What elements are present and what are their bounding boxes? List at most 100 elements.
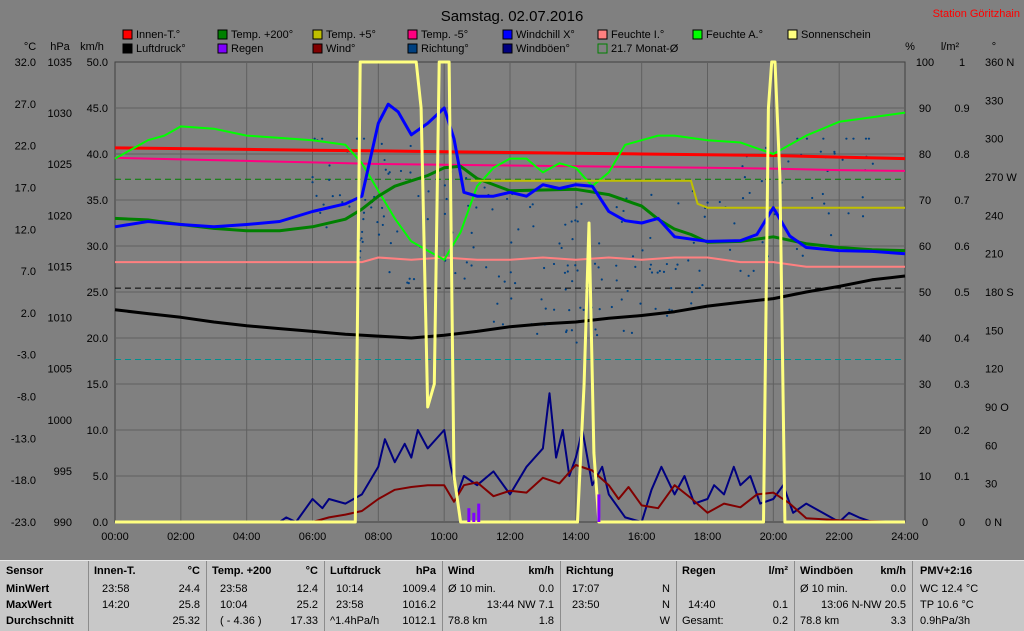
direction-dot <box>382 215 385 218</box>
legend-swatch <box>597 43 608 54</box>
legend-swatch <box>597 29 608 40</box>
series-temp-5 <box>470 179 905 209</box>
stats-pmv-title: PMV+2:16 <box>920 565 973 577</box>
direction-dot <box>570 220 573 223</box>
direction-dot <box>662 270 666 273</box>
direction-dot <box>703 215 706 218</box>
stats-boeen-col: Windböen km/h Ø 10 min. 0.0 13:06 N-NW 2… <box>794 561 913 631</box>
direction-dot <box>576 220 579 223</box>
stats-sensor-title: Sensor <box>6 565 44 577</box>
tick-percent: 80 <box>919 149 931 161</box>
legend-item: Richtung° <box>407 43 469 55</box>
tick-degrees: 330 <box>985 95 1003 107</box>
tick-x: 22:00 <box>825 531 853 543</box>
series-temp-5 <box>114 156 906 172</box>
tick-hpa: 1030 <box>48 108 72 120</box>
legend-label: Richtung° <box>421 43 469 55</box>
tick-x: 00:00 <box>101 531 129 543</box>
direction-dot <box>620 298 623 301</box>
legend-label: Wind° <box>326 43 355 55</box>
tick-kmh: 45.0 <box>87 103 108 115</box>
legend-label: Temp. +5° <box>326 29 376 41</box>
direction-dot <box>747 274 750 277</box>
stats-innen-min-time: 23:58 <box>102 583 130 595</box>
tick-degrees: 90 O <box>985 402 1009 414</box>
legend-label: Windböen° <box>516 43 570 55</box>
stats-boeen-10min-label: Ø 10 min. <box>800 583 848 595</box>
direction-dot <box>544 307 547 310</box>
stats-druck-title: Luftdruck <box>330 565 381 577</box>
stats-regen-total-val: 0.2 <box>772 615 788 627</box>
direction-dot <box>706 201 709 204</box>
direction-dot <box>364 198 367 202</box>
tick-hpa: 1000 <box>48 415 72 427</box>
tick-lm2: 0.2 <box>954 425 969 437</box>
legend-item: Temp. +5° <box>312 29 376 41</box>
direction-dot <box>852 137 855 140</box>
tick-celsius: 7.0 <box>21 266 36 278</box>
legend-swatch <box>502 29 513 40</box>
direction-dot <box>739 269 742 272</box>
tick-degrees: 360 N <box>985 57 1014 69</box>
direction-dot <box>362 218 365 221</box>
tick-percent: 60 <box>919 241 931 253</box>
direction-dot <box>531 203 534 206</box>
direction-dot <box>470 264 473 267</box>
stats-regen-max-val: 0.1 <box>772 599 788 611</box>
direction-dot <box>388 171 391 174</box>
legend-item: Wind° <box>312 43 355 55</box>
direction-dot <box>847 212 850 215</box>
direction-dot <box>582 308 585 312</box>
tick-x: 18:00 <box>694 531 722 543</box>
direction-dot <box>676 263 679 266</box>
tick-x: 06:00 <box>299 531 327 543</box>
direction-dot <box>575 341 578 344</box>
tick-lm2: 0.5 <box>954 287 969 299</box>
tick-kmh: 40.0 <box>87 149 108 161</box>
direction-dot <box>426 218 429 221</box>
direction-dot <box>536 332 539 335</box>
direction-dot <box>563 271 567 274</box>
direction-dot <box>355 137 359 140</box>
direction-dot <box>465 177 468 180</box>
direction-dot <box>819 150 822 153</box>
stats-boeen-avg-val: 3.3 <box>890 615 906 627</box>
direction-dot <box>470 231 473 234</box>
stats-boeen-title: Windböen <box>800 565 854 577</box>
legend-item: Innen-T.° <box>122 29 180 41</box>
stats-richtung-min-time: 17:07 <box>572 583 600 595</box>
stats-regen-unit: l/m² <box>768 565 788 577</box>
stats-wind-unit: km/h <box>528 565 554 577</box>
direction-dot <box>454 271 457 275</box>
tick-kmh: 20.0 <box>87 333 108 345</box>
y-axes: 32.0 27.0 22.0 17.0 12.0 7.0 2.0 -3.0 -8.0 -13.0 -… <box>11 57 1017 529</box>
tick-celsius: -13.0 <box>11 433 36 445</box>
tick-x: 16:00 <box>628 531 656 543</box>
direction-dot <box>370 206 373 209</box>
tick-degrees: 0 N <box>985 517 1002 529</box>
legend-swatch <box>122 29 133 40</box>
regen-bar <box>597 494 601 522</box>
tick-percent: 10 <box>919 471 931 483</box>
direction-dot <box>658 269 661 273</box>
tick-kmh: 50.0 <box>87 57 108 69</box>
direction-dot <box>701 283 704 287</box>
series-windchill-x <box>114 102 906 256</box>
direction-dot <box>579 306 582 309</box>
direction-dot <box>568 308 571 312</box>
stats-temp-title: Temp. +200 <box>212 565 272 577</box>
x-axis: 00:00 02:00 04:00 06:00 08:00 10:00 12:00 14:00… <box>101 531 919 543</box>
tick-percent: 90 <box>919 103 931 115</box>
tick-lm2: 0.8 <box>954 149 969 161</box>
direction-dot <box>622 329 625 332</box>
stats-innen-avg-val: 25.32 <box>172 615 200 627</box>
direction-dot <box>861 196 864 199</box>
direction-dot <box>380 206 384 210</box>
stats-richtung-avg-val: W <box>659 615 670 627</box>
stats-wind-title: Wind <box>448 565 475 577</box>
stats-wind-10min-label: Ø 10 min. <box>448 583 496 595</box>
stats-richtung-max-time: 23:50 <box>572 599 600 611</box>
direction-dot <box>505 197 509 201</box>
direction-dot <box>501 323 505 326</box>
series-lines <box>114 60 906 524</box>
